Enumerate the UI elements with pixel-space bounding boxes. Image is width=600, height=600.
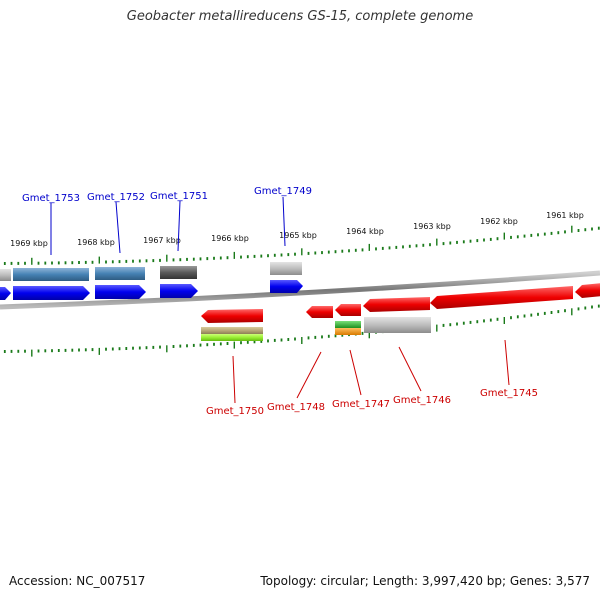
genome-summary-text: Topology: circular; Length: 3,997,420 bp… <box>260 574 590 588</box>
label-gmet-1747[interactable]: Gmet_1747 <box>332 399 390 410</box>
label-gmet-1748[interactable]: Gmet_1748 <box>267 402 325 413</box>
label-gmet-1745[interactable]: Gmet_1745 <box>480 388 538 399</box>
leader-line-gmet-1749 <box>282 196 286 247</box>
scale-label: 1964 kbp <box>346 227 384 236</box>
gene-arrow-reverse[interactable] <box>575 283 600 298</box>
forward-features-outer <box>0 262 302 281</box>
scale-label: 1969 kbp <box>10 239 48 248</box>
label-gmet-1750[interactable]: Gmet_1750 <box>206 406 264 417</box>
leader-line-gmet-1752 <box>115 201 121 254</box>
forward-genes <box>0 280 303 300</box>
leader-line-gmet-1745 <box>504 339 510 386</box>
label-gmet-1749[interactable]: Gmet_1749 <box>254 186 312 197</box>
gene-gmet-1745-arrow[interactable] <box>430 286 573 309</box>
leader-line-gmet-1748 <box>296 351 322 399</box>
gene-gmet-1749-arrow[interactable] <box>270 280 303 293</box>
feature-gmet-1751-darkgray[interactable] <box>160 266 197 279</box>
label-gmet-1753[interactable]: Gmet_1753 <box>22 193 80 204</box>
label-gmet-1751[interactable]: Gmet_1751 <box>150 191 208 202</box>
feature-gmet-1752-steelblue[interactable] <box>95 267 145 280</box>
scale-label: 1968 kbp <box>77 238 115 247</box>
reverse-genes <box>201 283 600 323</box>
leader-line-gmet-1746 <box>398 346 422 392</box>
scale-ticks-top <box>3 225 600 265</box>
gene-gmet-1748-arrow[interactable] <box>306 306 333 318</box>
leader-line-gmet-1747 <box>349 349 362 396</box>
feature-gmet-1750-lime[interactable] <box>201 334 263 341</box>
scale-label: 1965 kbp <box>279 231 317 240</box>
gene-gmet-1750-arrow[interactable] <box>201 309 263 323</box>
label-gmet-1752[interactable]: Gmet_1752 <box>87 192 145 203</box>
scale-label: 1966 kbp <box>211 234 249 243</box>
feature-gmet-1747-green[interactable] <box>335 321 361 328</box>
gene-gmet-1751-arrow[interactable] <box>160 284 198 298</box>
gene-gmet-1753-arrow[interactable] <box>13 286 90 300</box>
genome-backbone <box>0 270 600 310</box>
gene-arrow-forward[interactable] <box>0 287 11 300</box>
scale-labels: 1969 kbp 1968 kbp 1967 kbp 1966 kbp 1965… <box>10 211 584 248</box>
feature-gmet-1750-olive[interactable] <box>201 327 263 334</box>
reverse-gene-labels: Gmet_1750 Gmet_1748 Gmet_1747 Gmet_1746 … <box>206 339 538 417</box>
scale-label: 1963 kbp <box>413 222 451 231</box>
scale-ticks-bottom <box>3 304 600 357</box>
gene-gmet-1752-arrow[interactable] <box>95 285 146 299</box>
scale-label: 1962 kbp <box>480 217 518 226</box>
gene-gmet-1747-arrow[interactable] <box>335 304 361 316</box>
gene-gmet-1746-arrow[interactable] <box>363 297 430 312</box>
scale-label: 1961 kbp <box>546 211 584 220</box>
feature-gmet-1747-orange[interactable] <box>335 328 361 335</box>
leader-line-gmet-1750 <box>232 355 236 404</box>
feature-gmet-1746-gray[interactable] <box>364 317 431 333</box>
leader-line-gmet-1751 <box>177 200 181 252</box>
feature-gray[interactable] <box>0 269 11 281</box>
feature-gmet-1749-gray[interactable] <box>270 262 302 275</box>
label-gmet-1746[interactable]: Gmet_1746 <box>393 395 451 406</box>
reverse-features-outer <box>201 317 431 341</box>
feature-gmet-1753-steelblue[interactable] <box>13 268 89 281</box>
accession-text: Accession: NC_007517 <box>9 574 146 588</box>
genome-title: Geobacter metallireducens GS-15, complet… <box>126 9 474 24</box>
forward-gene-labels: Gmet_1753 Gmet_1752 Gmet_1751 Gmet_1749 <box>22 186 312 255</box>
scale-label: 1967 kbp <box>143 236 181 245</box>
